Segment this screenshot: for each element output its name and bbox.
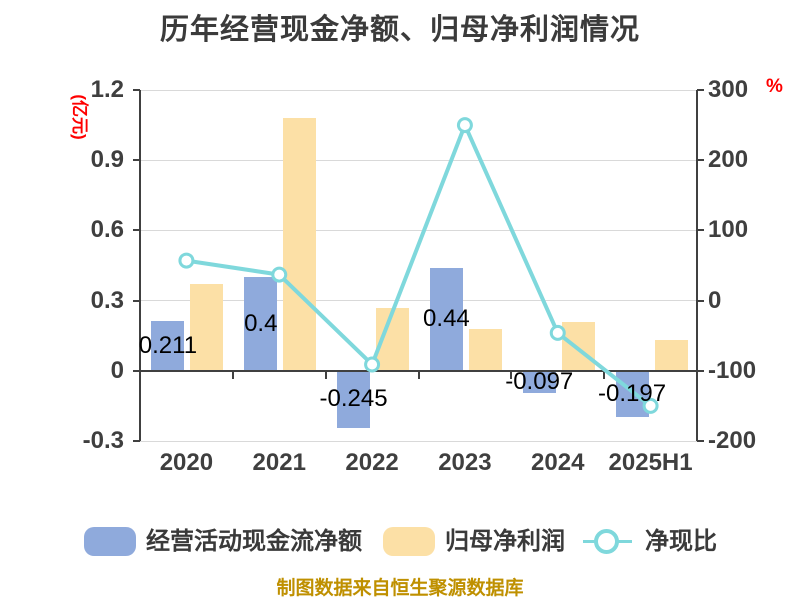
x-axis-tick <box>324 370 327 379</box>
gridline <box>140 229 697 231</box>
left-axis-tick-label: -0.3 <box>82 427 124 454</box>
right-axis-tick <box>697 369 704 372</box>
right-axis-tick <box>697 159 704 162</box>
bar-profit-2023 <box>468 328 502 371</box>
left-axis-tick-label: 1.2 <box>90 76 124 103</box>
right-axis-tick-label: -200 <box>708 427 757 454</box>
right-axis-tick-label: 100 <box>708 216 749 244</box>
legend-swatch-cashflow-bar <box>84 527 136 556</box>
x-axis-tick <box>417 370 420 379</box>
bar-value-label-2021: 0.4 <box>244 310 278 337</box>
left-axis-tick-label: 0.6 <box>90 216 124 244</box>
bar-cashflow-2020 <box>151 321 185 371</box>
chart-title: 历年经营现金净额、归母净利润情况 <box>159 14 640 46</box>
x-axis-label-2024: 2024 <box>531 449 585 476</box>
legend-label-profit: 归母净利润 <box>445 528 565 555</box>
legend-label-cashflow: 经营活动现金流净额 <box>146 528 362 555</box>
gridline <box>140 89 697 91</box>
bar-profit-2025H1 <box>654 340 688 371</box>
x-axis-tick <box>139 370 141 379</box>
x-axis-tick <box>231 370 234 379</box>
legend-label-ratio: 净现比 <box>645 528 717 555</box>
right-axis-tick-label: 200 <box>708 146 749 174</box>
right-axis-line <box>696 90 698 441</box>
left-axis-tick <box>133 440 140 442</box>
legend-circle-marker-icon <box>594 529 619 554</box>
left-axis-tick <box>133 299 140 302</box>
left-axis-line <box>139 90 141 441</box>
x-axis-tick <box>696 370 698 379</box>
footer-note: 制图数据来自恒生聚源数据库 <box>276 578 524 599</box>
gridline <box>140 300 697 302</box>
left-axis-tick <box>133 369 140 372</box>
left-axis-tick-label: 0 <box>110 356 124 384</box>
left-axis-tick <box>133 229 140 232</box>
bar-value-label-2023: 0.44 <box>423 305 470 333</box>
bar-profit-2024 <box>561 321 595 371</box>
left-axis-tick <box>133 89 140 91</box>
x-axis-label-2025H1: 2025H1 <box>608 449 693 476</box>
right-axis-tick-label: 0 <box>708 286 722 314</box>
right-axis-tick <box>697 229 704 232</box>
bar-value-label-2020: 0.211 <box>138 332 198 360</box>
left-axis-tick-label: 0.3 <box>90 286 124 314</box>
right-axis-tick <box>697 89 704 91</box>
bar-value-label-2024: -0.097 <box>505 368 574 396</box>
bar-value-label-2022: -0.245 <box>319 385 388 413</box>
gridline <box>140 440 697 442</box>
right-axis-tick <box>697 299 704 302</box>
right-axis-unit-label: % <box>766 76 783 97</box>
legend-swatch-profit-bar <box>383 527 435 556</box>
gridline <box>140 159 697 161</box>
x-axis-label-2022: 2022 <box>345 449 399 476</box>
left-axis-tick-label: 0.9 <box>90 146 124 174</box>
x-axis-label-2020: 2020 <box>159 449 214 476</box>
left-axis-tick <box>133 159 140 162</box>
right-axis-tick-label: -100 <box>708 356 757 384</box>
x-axis-label-2023: 2023 <box>438 449 492 476</box>
x-axis-label-2021: 2021 <box>252 449 306 476</box>
bar-value-label-2025H1: -0.197 <box>598 379 667 407</box>
ratio-line-marker-2023 <box>456 117 473 134</box>
ratio-line-marker-2020 <box>178 252 195 269</box>
right-axis-tick <box>697 440 704 442</box>
right-axis-tick-label: 300 <box>708 76 749 103</box>
